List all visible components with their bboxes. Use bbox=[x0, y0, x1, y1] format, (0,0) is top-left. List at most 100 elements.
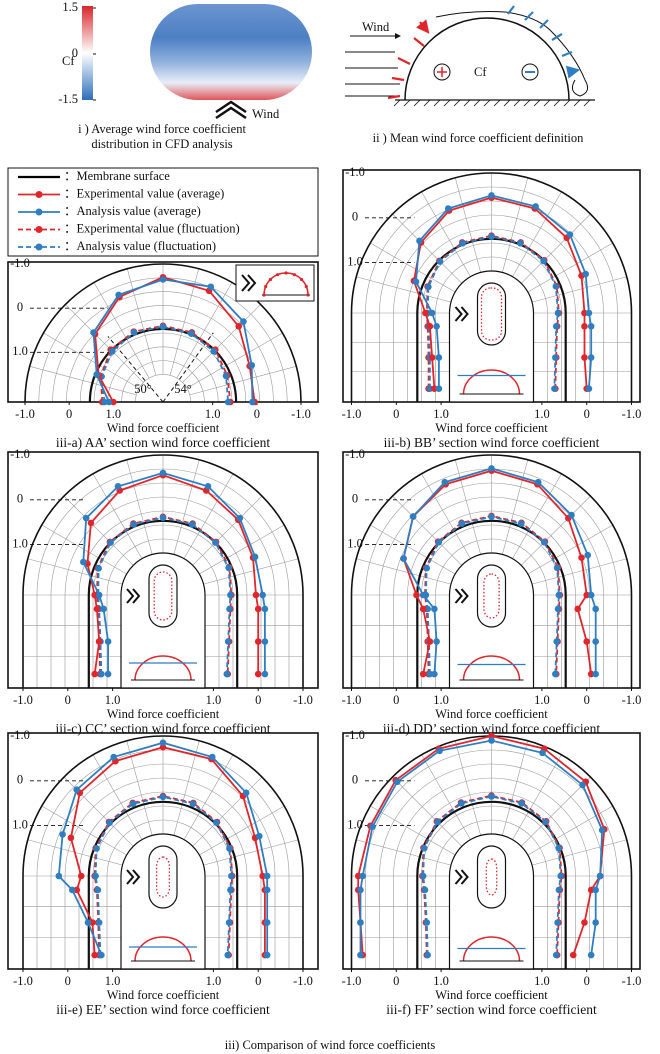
x-axis-title: Wind force coefficient bbox=[435, 421, 548, 435]
y-tick-label: -1.0 bbox=[10, 256, 30, 270]
data-point bbox=[259, 591, 266, 599]
data-point bbox=[435, 354, 443, 361]
data-point bbox=[582, 270, 589, 278]
hatch bbox=[393, 99, 591, 107]
inset-dot bbox=[275, 273, 280, 277]
data-point bbox=[423, 564, 431, 572]
inset-dot bbox=[268, 277, 273, 282]
data-point bbox=[553, 638, 560, 645]
grid-radial bbox=[454, 177, 485, 287]
x-tick-label: -1.0 bbox=[342, 974, 362, 988]
cf-label: Cf bbox=[474, 65, 487, 79]
grid-radial bbox=[27, 558, 137, 589]
legend-marker bbox=[35, 243, 43, 251]
grid-radial bbox=[421, 754, 478, 852]
grid-radial bbox=[505, 191, 562, 289]
data-point bbox=[554, 605, 562, 613]
x-tick-label: -1.0 bbox=[622, 693, 642, 707]
data-point bbox=[263, 919, 271, 926]
x-tick-label: 0 bbox=[255, 693, 261, 707]
inset-arch bbox=[462, 936, 521, 962]
y-tick-label: -1.0 bbox=[10, 728, 30, 742]
data-point bbox=[129, 800, 137, 808]
data-point bbox=[226, 605, 233, 613]
data-point bbox=[592, 638, 599, 645]
grid-radial bbox=[176, 754, 234, 852]
wind-label: Wind bbox=[252, 107, 280, 121]
x-axis-title: Wind force coefficient bbox=[435, 707, 548, 721]
data-point bbox=[236, 514, 244, 522]
x-tick-label: 1.0 bbox=[534, 407, 550, 421]
data-point bbox=[94, 886, 102, 894]
data-point bbox=[91, 951, 98, 959]
colorbar-tick-label: -1.5 bbox=[58, 92, 78, 106]
data-point bbox=[251, 553, 259, 561]
grid-radial bbox=[182, 304, 261, 383]
data-point bbox=[104, 638, 112, 645]
data-point bbox=[225, 919, 233, 926]
data-point bbox=[159, 793, 167, 801]
x-tick-label: 0 bbox=[393, 407, 399, 421]
x-tick-label: 0 bbox=[584, 407, 590, 421]
data-point bbox=[254, 670, 262, 678]
y-tick-label: 0 bbox=[352, 492, 358, 506]
data-point bbox=[249, 398, 256, 406]
grid-radial bbox=[29, 365, 137, 396]
data-point bbox=[552, 354, 559, 361]
grid-radial bbox=[169, 459, 200, 569]
legend-label: ：Membrane surface bbox=[64, 169, 170, 183]
data-point bbox=[82, 514, 90, 522]
grid-radial bbox=[189, 365, 297, 396]
data-point bbox=[488, 737, 495, 744]
data-point bbox=[592, 670, 599, 678]
x-tick-label: 1.0 bbox=[106, 407, 122, 421]
data-point bbox=[557, 872, 565, 880]
inset-chevron bbox=[454, 869, 469, 885]
grid-radial bbox=[518, 839, 627, 870]
data-point bbox=[357, 951, 364, 959]
data-point bbox=[587, 354, 595, 361]
legend-label: ：Analysis value (fluctuation) bbox=[64, 239, 216, 253]
data-point bbox=[224, 951, 232, 959]
angle-line bbox=[162, 332, 214, 403]
data-point bbox=[242, 789, 250, 797]
x-axis-title: Wind force coefficient bbox=[107, 707, 220, 721]
data-point bbox=[581, 354, 588, 361]
cfd-shape bbox=[150, 4, 312, 100]
grid-radial bbox=[169, 740, 200, 850]
inset-chevron bbox=[126, 869, 141, 885]
grid-radial bbox=[176, 473, 234, 571]
data-point bbox=[93, 605, 101, 613]
outer-boundary bbox=[22, 454, 304, 688]
data-point bbox=[436, 258, 444, 265]
x-tick-label: 1.0 bbox=[534, 974, 550, 988]
data-point bbox=[228, 872, 235, 880]
data-point bbox=[555, 886, 563, 894]
data-point bbox=[107, 539, 114, 546]
data-point bbox=[434, 818, 441, 826]
grid-radial bbox=[515, 242, 613, 300]
data-point bbox=[159, 739, 167, 747]
grid-radial bbox=[356, 558, 465, 589]
colorbar-tick-label: 0 bbox=[72, 46, 78, 60]
data-point bbox=[114, 483, 122, 490]
data-point bbox=[540, 538, 548, 546]
inset-dot bbox=[299, 277, 304, 282]
data-point bbox=[254, 605, 262, 613]
data-point bbox=[204, 483, 212, 490]
data-point bbox=[431, 605, 438, 613]
x-tick-label: 0 bbox=[584, 693, 590, 707]
data-point bbox=[98, 951, 105, 959]
data-point bbox=[248, 361, 256, 369]
inset-plan bbox=[476, 564, 507, 628]
data-point bbox=[240, 318, 247, 325]
data-point bbox=[95, 565, 102, 572]
y-tick-label: -1.0 bbox=[10, 447, 30, 461]
data-point bbox=[369, 823, 376, 831]
data-point bbox=[159, 514, 167, 522]
grid-radial bbox=[356, 276, 465, 307]
grid-radial bbox=[370, 242, 468, 300]
data-point bbox=[213, 819, 220, 826]
